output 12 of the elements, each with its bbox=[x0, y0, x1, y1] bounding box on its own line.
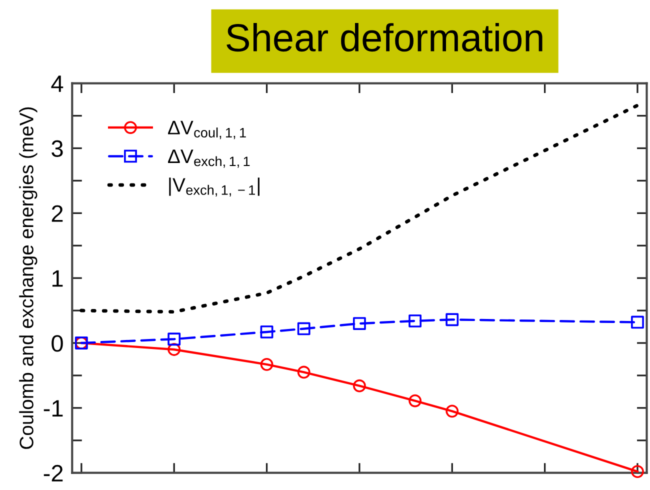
y-tick-label: -2 bbox=[44, 464, 63, 482]
y-tick-label: 4 bbox=[51, 76, 64, 92]
legend-label: |V$_{exch,1,−1}$| bbox=[169, 178, 260, 197]
legend-label: ΔV$_{exch,1,1}$ bbox=[168, 150, 250, 168]
y-tick-label: 3 bbox=[52, 140, 63, 158]
chart-title: Shear deformation bbox=[226, 23, 542, 52]
legend-label: ΔV$_{coul,1,1}$ bbox=[168, 120, 246, 140]
y-tick-label: 0 bbox=[52, 335, 63, 352]
y-tick-label: -1 bbox=[44, 400, 63, 416]
y-tick-label: 2 bbox=[52, 205, 63, 222]
y-tick-label: 1 bbox=[52, 270, 63, 287]
y-axis-title: Coulomb and exchange energies (meV) bbox=[19, 107, 38, 449]
